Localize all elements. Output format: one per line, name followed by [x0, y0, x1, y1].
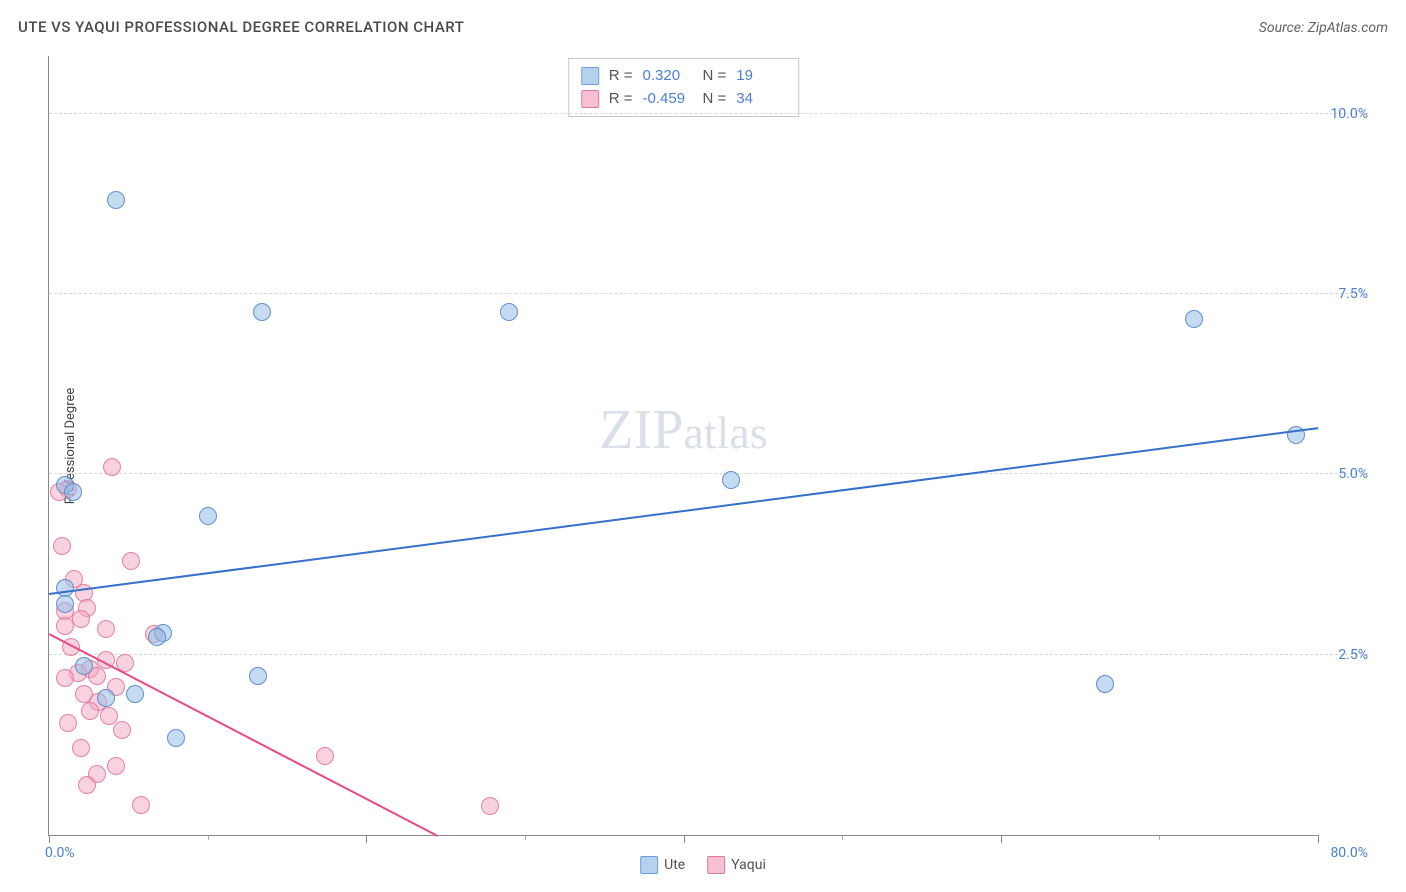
x-axis-origin-label: 0.0% — [45, 845, 75, 861]
x-tick-minor — [208, 835, 209, 840]
stats-row-ute: R = 0.320 N = 19 — [581, 65, 787, 88]
data-point — [500, 303, 518, 321]
n-label: N = — [703, 65, 727, 88]
data-point — [72, 610, 90, 628]
y-tick-label: 5.0% — [1322, 466, 1368, 482]
swatch-yaqui-icon — [581, 90, 599, 108]
data-point — [113, 721, 131, 739]
gridline-h — [49, 293, 1368, 294]
data-point — [64, 483, 82, 501]
swatch-ute-icon — [640, 856, 658, 874]
source-attribution: Source: ZipAtlas.com — [1259, 20, 1388, 36]
data-point — [1096, 675, 1114, 693]
data-point — [59, 714, 77, 732]
data-point — [78, 776, 96, 794]
yaqui-r-value: -0.459 — [643, 88, 693, 111]
data-point — [97, 689, 115, 707]
legend-ute-label: Ute — [664, 857, 685, 873]
stats-legend: R = 0.320 N = 19 R = -0.459 N = 34 — [568, 58, 800, 117]
data-point — [126, 685, 144, 703]
data-point — [81, 702, 99, 720]
data-point — [199, 507, 217, 525]
data-point — [722, 471, 740, 489]
data-point — [72, 739, 90, 757]
data-point — [97, 620, 115, 638]
data-point — [1185, 310, 1203, 328]
yaqui-n-value: 34 — [736, 88, 786, 111]
chart-area: Professional Degree ZIPatlas R = 0.320 N… — [48, 56, 1368, 836]
data-point — [253, 303, 271, 321]
y-tick-label: 7.5% — [1322, 286, 1368, 302]
x-tick — [1001, 835, 1002, 843]
plot-region: ZIPatlas R = 0.320 N = 19 R = -0.459 N =… — [48, 56, 1318, 836]
data-point — [75, 657, 93, 675]
data-point — [107, 757, 125, 775]
data-point — [103, 458, 121, 476]
x-tick — [684, 835, 685, 843]
data-point — [167, 729, 185, 747]
ute-r-value: 0.320 — [643, 65, 693, 88]
data-point — [132, 796, 150, 814]
data-point — [107, 191, 125, 209]
watermark: ZIPatlas — [599, 398, 767, 462]
trend-line — [49, 427, 1318, 595]
x-tick-minor — [525, 835, 526, 840]
data-point — [56, 617, 74, 635]
swatch-ute-icon — [581, 67, 599, 85]
x-tick — [366, 835, 367, 843]
y-tick-label: 2.5% — [1322, 647, 1368, 663]
gridline-h — [49, 113, 1368, 114]
ute-n-value: 19 — [736, 65, 786, 88]
x-tick — [1318, 835, 1319, 843]
series-legend: Ute Yaqui — [640, 856, 766, 874]
gridline-h — [49, 654, 1368, 655]
legend-item-yaqui: Yaqui — [707, 856, 766, 874]
data-point — [148, 628, 166, 646]
r-label: R = — [609, 88, 633, 111]
chart-title: UTE VS YAQUI PROFESSIONAL DEGREE CORRELA… — [18, 18, 464, 36]
y-tick-label: 10.0% — [1322, 106, 1368, 122]
data-point — [316, 747, 334, 765]
legend-yaqui-label: Yaqui — [731, 857, 766, 873]
gridline-h — [49, 473, 1368, 474]
trend-line — [49, 633, 439, 837]
data-point — [249, 667, 267, 685]
r-label: R = — [609, 65, 633, 88]
x-axis-end-label: 80.0% — [1330, 845, 1368, 861]
data-point — [56, 595, 74, 613]
data-point — [56, 669, 74, 687]
n-label: N = — [703, 88, 727, 111]
x-tick-minor — [842, 835, 843, 840]
data-point — [122, 552, 140, 570]
data-point — [481, 797, 499, 815]
x-tick — [49, 835, 50, 843]
stats-row-yaqui: R = -0.459 N = 34 — [581, 88, 787, 111]
swatch-yaqui-icon — [707, 856, 725, 874]
x-tick-minor — [1159, 835, 1160, 840]
data-point — [53, 537, 71, 555]
legend-item-ute: Ute — [640, 856, 685, 874]
